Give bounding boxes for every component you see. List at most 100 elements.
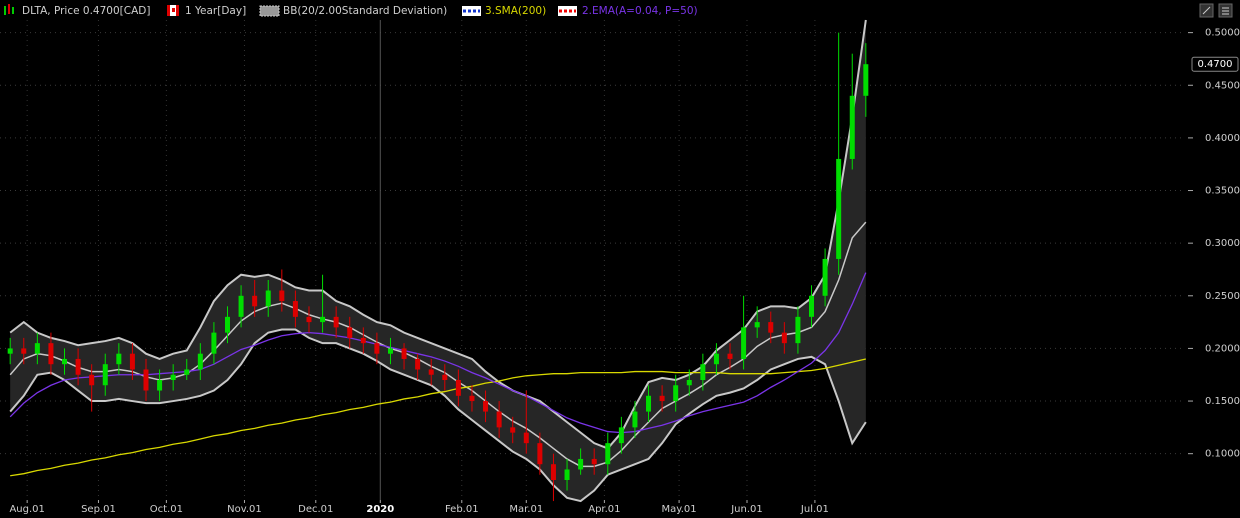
legend-swatch	[462, 6, 481, 16]
candle-body	[360, 337, 366, 344]
candle-body	[849, 95, 855, 159]
band-middle	[9, 221, 867, 468]
header: DLTA, Price 0.4700[CAD] 1 Year[Day] BB(2…	[4, 3, 1233, 18]
candle-body	[646, 395, 652, 412]
legend-label: BB(20/2.00Standard Deviation)	[283, 5, 447, 17]
candle-body	[347, 327, 353, 338]
candle-body	[659, 395, 665, 402]
candle-body	[75, 358, 81, 375]
candle-body	[822, 258, 828, 296]
band-lower	[9, 328, 867, 503]
candle-body	[415, 358, 421, 370]
y-tick-label: 0.3500	[1205, 186, 1240, 197]
candle-body	[387, 348, 393, 354]
candle-body	[184, 369, 190, 375]
legend-swatch	[259, 5, 280, 17]
y-tick-label: 0.4500	[1205, 80, 1240, 91]
x-tick-label: Sep.01	[81, 504, 116, 515]
y-tick-label: 0.1000	[1205, 449, 1240, 460]
candle-body	[618, 427, 624, 444]
candle-body	[401, 348, 407, 359]
flag	[172, 8, 175, 12]
candle-body	[21, 348, 27, 354]
x-tick-label: Nov.01	[227, 504, 262, 515]
last-price-box	[1191, 56, 1239, 72]
period: 1 Year[Day]	[185, 5, 246, 17]
candle-body	[34, 343, 40, 354]
icon	[4, 6, 6, 15]
candle-body	[211, 332, 217, 354]
band-upper	[9, 19, 867, 450]
candle-body	[564, 469, 570, 480]
candle-body	[238, 295, 244, 317]
candle-body	[129, 353, 135, 370]
x-tick-label: May.01	[662, 504, 697, 515]
legend-label: 3.SMA(200)	[485, 5, 546, 17]
icon	[8, 4, 10, 14]
candle-body	[333, 316, 339, 328]
x-tick-label: Mar.01	[509, 504, 543, 515]
plot-area: 0.1000 0.1500 0.2000 0.2500 0.3000 0.3500 0.40…	[0, 19, 1240, 515]
candle-body	[700, 364, 706, 380]
candle-body	[143, 369, 149, 391]
candle-body	[768, 322, 774, 333]
flag	[167, 5, 170, 16]
icon	[12, 7, 14, 14]
candle-body	[550, 464, 556, 480]
legend-label: 2.EMA(A=0.04, P=50)	[582, 5, 698, 17]
candle-body	[428, 369, 434, 375]
candle-body	[279, 290, 285, 302]
candle-body	[863, 64, 869, 96]
candle-body	[442, 374, 448, 380]
candle-body	[686, 380, 692, 386]
candle-body	[781, 332, 787, 344]
y-tick-label: 0.2500	[1205, 291, 1240, 302]
candle-body	[374, 343, 380, 354]
candle-body	[809, 295, 815, 317]
candle-body	[632, 411, 638, 428]
x-tick-label: Apr.01	[588, 504, 620, 515]
candle-body	[197, 353, 203, 370]
candle-body	[754, 322, 760, 328]
candle-body	[170, 374, 176, 380]
indicator-line	[9, 272, 867, 434]
chart-title: DLTA, Price 0.4700[CAD]	[22, 5, 150, 17]
candle-body	[836, 158, 842, 259]
icon	[1202, 6, 1211, 15]
candle-body	[673, 385, 679, 402]
candle-body	[741, 327, 747, 359]
candle-body	[320, 316, 326, 323]
candle-body	[483, 401, 489, 412]
indicator-line	[10, 358, 866, 477]
candle-body	[537, 443, 543, 465]
candle-body	[455, 380, 461, 396]
x-tick-label: Jun.01	[730, 504, 763, 515]
x-tick-label: Oct.01	[150, 504, 183, 515]
candle-body	[496, 411, 502, 428]
y-tick-label: 0.1500	[1205, 396, 1240, 407]
candle-body	[89, 374, 95, 386]
legend-swatch	[558, 6, 577, 16]
candle-body	[48, 343, 54, 365]
candle-body	[157, 380, 163, 391]
candle-body	[265, 290, 271, 307]
x-tick-label: Feb.01	[445, 504, 479, 515]
x-tick-label: Dec.01	[298, 504, 333, 515]
last-price-label: 0.4700	[1198, 59, 1233, 70]
candle-body	[252, 295, 258, 307]
x-tick-label: Aug.01	[9, 504, 44, 515]
candle-body	[116, 353, 122, 365]
candle-body	[510, 427, 516, 433]
candle-body	[795, 316, 801, 344]
y-tick-label: 0.3000	[1205, 238, 1240, 249]
band-fill	[10, 20, 866, 502]
x-tick-label: Jul.01	[800, 504, 829, 515]
candle-body	[578, 458, 584, 470]
candle-body	[224, 316, 230, 333]
x-tick-label: 2020	[366, 504, 394, 515]
y-tick-label: 0.4000	[1205, 133, 1240, 144]
candle-body	[727, 353, 733, 359]
y-tick-label: 0.5000	[1205, 28, 1240, 39]
y-tick-label: 0.2000	[1205, 343, 1240, 354]
